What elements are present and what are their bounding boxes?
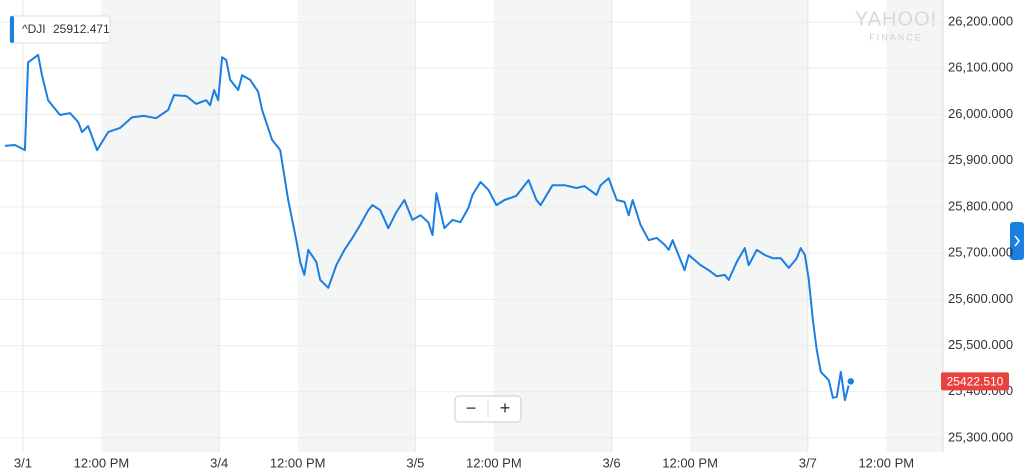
legend: ^DJI 25912.471 [9, 15, 111, 44]
grid [0, 0, 943, 452]
x-tick-label: 12:00 PM [466, 455, 522, 470]
legend-label: ^DJI [22, 22, 46, 36]
last-price-dot [846, 376, 856, 387]
y-tick-label: 25,700.000 [948, 245, 1013, 260]
side-tab[interactable] [1010, 222, 1024, 260]
watermark-sub: FINANCE [869, 32, 923, 42]
y-tick-label: 25,600.000 [948, 291, 1013, 306]
side-tab-bg[interactable] [1010, 222, 1024, 260]
y-tick-label: 26,200.000 [948, 14, 1013, 29]
legend-swatch [10, 16, 14, 43]
zoom-controls: − + [454, 395, 522, 423]
last-price-box [941, 372, 1009, 391]
legend-value: 25912.471 [53, 22, 110, 36]
x-tick-label: 12:00 PM [858, 455, 914, 470]
x-tick-label: 3/5 [406, 455, 424, 470]
zoom-out-button[interactable]: − [466, 398, 477, 418]
watermark-brand: YAHOO! [855, 8, 937, 30]
session-band [297, 0, 416, 452]
session-band [886, 0, 943, 452]
x-tick-label: 12:00 PM [662, 455, 718, 470]
session-band [690, 0, 808, 452]
x-tick-label: 3/7 [799, 455, 817, 470]
zoom-in-button[interactable]: + [500, 398, 511, 418]
last-price-label: 25422.510 [947, 375, 1004, 389]
price-line [4, 53, 852, 402]
x-tick-label: 3/6 [603, 455, 621, 470]
plot [4, 53, 856, 402]
x-tick-label: 12:00 PM [74, 455, 130, 470]
x-tick-label: 12:00 PM [270, 455, 326, 470]
y-tick-label: 25,300.000 [948, 429, 1013, 444]
y-tick-label: 25,800.000 [948, 198, 1013, 213]
x-tick-label: 3/1 [14, 455, 32, 470]
y-tick-label: 25,500.000 [948, 337, 1013, 352]
x-tick-label: 3/4 [210, 455, 228, 470]
y-tick-label: 26,000.000 [948, 106, 1013, 121]
session-band [101, 0, 220, 452]
side-tab-icon[interactable] [1014, 235, 1020, 247]
session-band [493, 0, 612, 452]
y-tick-label: 26,100.000 [948, 60, 1013, 75]
y-tick-label: 25,900.000 [948, 152, 1013, 167]
background [101, 0, 943, 452]
